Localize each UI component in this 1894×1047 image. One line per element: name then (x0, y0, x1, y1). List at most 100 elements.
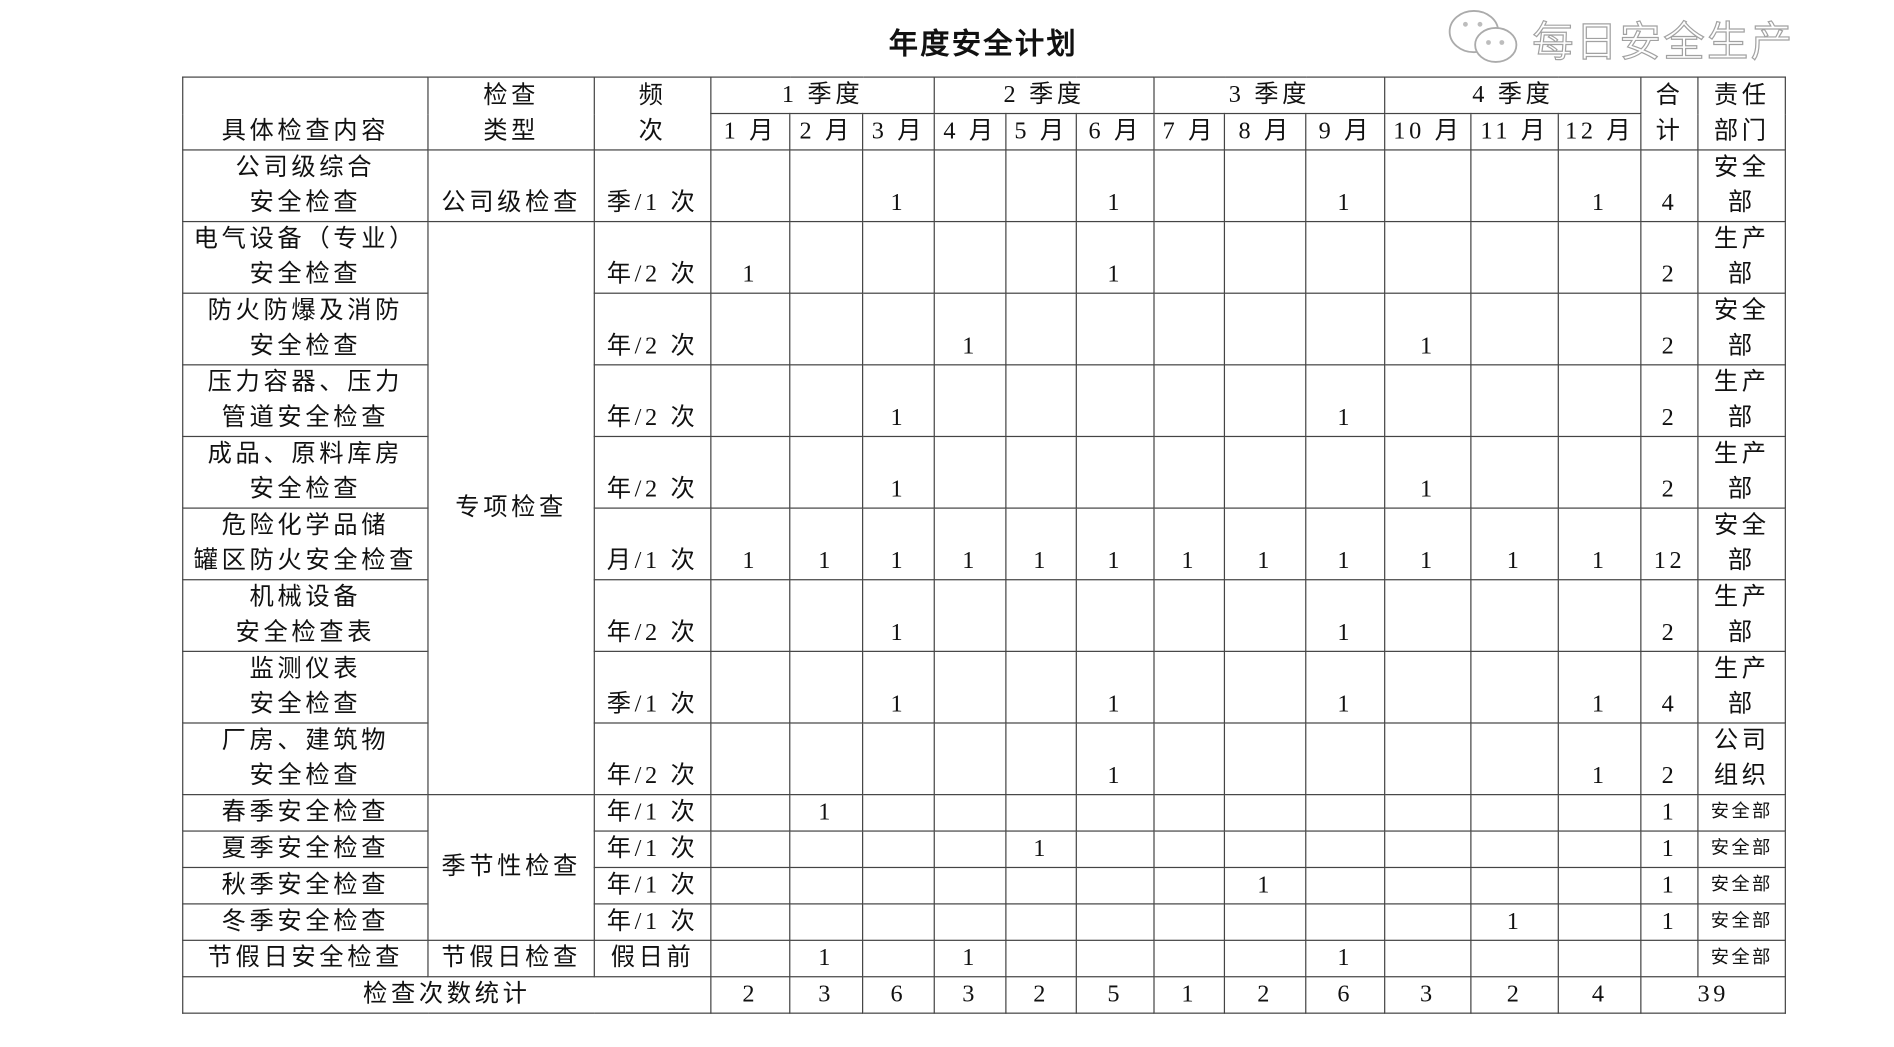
month-11-count (1470, 866, 1560, 905)
responsible-dept-line: 部 (1727, 332, 1756, 360)
responsible-dept-line: 安全 (1713, 297, 1770, 325)
header-month-5: 5 月 (1005, 112, 1077, 151)
responsible-dept-line: 安全部 (1710, 802, 1773, 822)
month-3-count (862, 939, 935, 978)
month-8-count (1223, 939, 1307, 978)
responsible-dept: 生产部 (1697, 579, 1787, 652)
responsible-dept: 生产部 (1697, 364, 1787, 438)
month-10-count: 1 (1384, 292, 1472, 366)
month-9-count (1305, 435, 1386, 509)
summary-month-9: 6 (1305, 976, 1386, 1014)
month-12-count (1557, 939, 1642, 978)
month-10-count (1384, 220, 1472, 294)
table-row: 节假日安全检查 节假日检查 假日前 1 1 1 安全部 (182, 939, 1787, 978)
responsible-dept: 安全部 (1697, 939, 1787, 978)
month-8-count: 1 (1223, 866, 1307, 905)
month-7-count: 1 (1153, 507, 1226, 581)
row-total: 1 (1640, 866, 1699, 905)
month-5-count: 1 (1005, 830, 1077, 869)
row-total: 12 (1640, 507, 1699, 581)
row-total: 2 (1640, 292, 1699, 366)
month-4-count: 1 (933, 507, 1007, 581)
month-3-count: 1 (862, 650, 935, 724)
item-name: 成品、原料库房 安全检查 (182, 435, 429, 509)
summary-label: 检查次数统计 (182, 976, 712, 1014)
month-9-count (1305, 830, 1386, 869)
month-7-count (1153, 722, 1226, 796)
month-1-count (710, 830, 791, 869)
month-4-count (933, 830, 1007, 869)
item-name: 压力容器、压力 管道安全检查 (182, 364, 429, 438)
frequency: 年/1 次 (593, 866, 712, 905)
month-8-count (1223, 364, 1307, 438)
responsible-dept-line: 生产 (1713, 369, 1770, 396)
month-9-count: 1 (1305, 579, 1386, 652)
item-name-line: 安全检查 (249, 332, 362, 360)
responsible-dept-line: 部 (1727, 475, 1756, 503)
header-type-line: 检查 (483, 81, 540, 109)
item-name-line: 春季安全检查 (221, 798, 390, 826)
month-12-count (1557, 794, 1642, 832)
month-3-count: 1 (862, 435, 935, 509)
month-11-count (1470, 364, 1560, 438)
month-6-count (1075, 364, 1155, 438)
month-11-count (1470, 939, 1560, 978)
frequency: 季/1 次 (593, 650, 712, 724)
item-name: 秋季安全检查 (182, 866, 429, 905)
responsible-dept-line: 生产 (1713, 440, 1770, 468)
summary-month-4: 3 (933, 976, 1007, 1014)
month-9-count (1305, 794, 1386, 832)
item-name: 厂房、建筑物 安全检查 (182, 722, 429, 796)
month-12-count: 1 (1557, 507, 1642, 581)
frequency: 年/1 次 (593, 903, 712, 941)
month-3-count (862, 722, 935, 796)
month-9-count (1305, 722, 1386, 796)
table-row: 危险化学品储 罐区防火安全检查 月/1 次 1 1 1 1 1 1 1 1 1 1 1 1 12 安全部 (182, 507, 1787, 581)
row-total: 4 (1640, 650, 1699, 724)
responsible-dept-line: 生产 (1713, 583, 1770, 611)
frequency: 假日前 (593, 939, 712, 978)
month-2-count (789, 579, 864, 652)
month-10-count (1384, 794, 1472, 832)
responsible-dept-line: 生产 (1713, 655, 1770, 683)
check-type: 专项检查 (427, 220, 595, 796)
header-month-11: 11 月 (1470, 112, 1560, 151)
item-name-line: 监测仪表 (249, 655, 362, 683)
summary-month-5: 2 (1005, 976, 1077, 1014)
month-4-count (933, 435, 1007, 509)
month-12-count (1557, 579, 1642, 652)
responsible-dept: 安全部 (1697, 794, 1787, 832)
row-total (1640, 939, 1699, 978)
month-6-count (1075, 292, 1155, 366)
frequency: 年/2 次 (593, 579, 712, 652)
item-name-line: 压力容器、压力 (207, 369, 404, 396)
month-10-count (1384, 650, 1472, 724)
month-3-count (862, 830, 935, 869)
table-row: 防火防爆及消防 安全检查 年/2 次 1 1 2 安全部 (182, 292, 1787, 366)
frequency: 年/2 次 (593, 435, 712, 509)
summary-month-3: 6 (862, 976, 935, 1014)
frequency: 年/2 次 (593, 292, 712, 366)
check-type: 节假日检查 (427, 939, 595, 978)
item-name-line: 安全检查 (249, 189, 362, 217)
month-11-count (1470, 435, 1560, 509)
item-name-line: 夏季安全检查 (221, 835, 390, 863)
month-6-count: 1 (1075, 220, 1155, 294)
row-total: 2 (1640, 435, 1699, 509)
month-1-count: 1 (710, 220, 791, 294)
month-4-count (933, 579, 1007, 652)
frequency: 年/2 次 (593, 364, 712, 438)
responsible-dept-line: 部 (1727, 619, 1756, 646)
month-1-count (710, 866, 791, 905)
month-5-count (1005, 903, 1077, 941)
month-11-count (1470, 220, 1560, 294)
summary-month-10: 3 (1384, 976, 1472, 1014)
item-name-line: 秋季安全检查 (221, 871, 390, 899)
month-4-count (933, 364, 1007, 438)
month-3-count (862, 220, 935, 294)
month-1-count (710, 435, 791, 509)
header-month-6: 6 月 (1075, 112, 1155, 151)
month-8-count (1223, 722, 1307, 796)
